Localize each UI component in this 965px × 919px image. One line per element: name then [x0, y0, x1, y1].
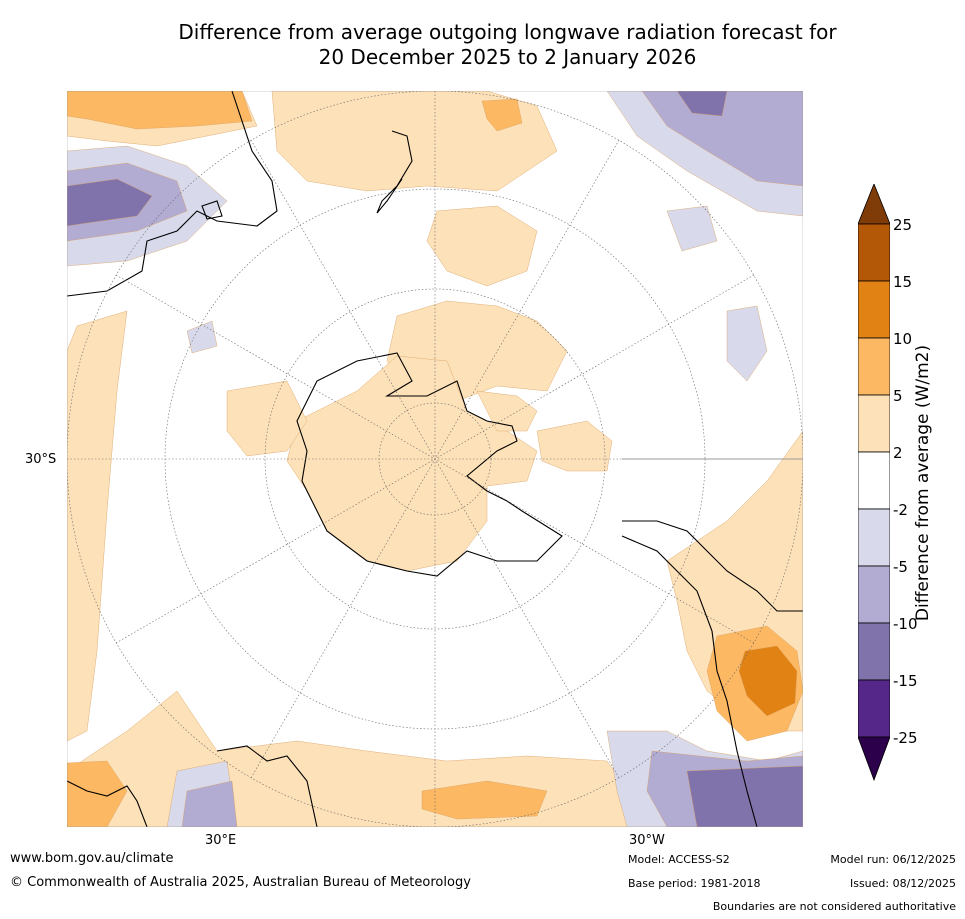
anomaly-pos5-south: [421, 780, 548, 820]
coast-samerica-west: [621, 535, 758, 827]
coast-africa-2: [216, 745, 318, 827]
lon-label-30e: 30°E: [205, 833, 237, 848]
colorbar-bin-5-10: [858, 337, 890, 396]
graticule: [67, 91, 803, 827]
coastlines: [67, 91, 803, 827]
anomaly-pos5-tasman: [481, 98, 523, 132]
colorbar-cap-bottom: [858, 736, 890, 782]
colorbar-label-text: Difference from average (W/m2): [913, 344, 933, 622]
anomaly-neg10-west: [67, 178, 153, 227]
anomaly-pos-west: [67, 310, 128, 742]
anomaly-pos10-samerica: [738, 645, 798, 717]
coast-africa: [67, 780, 148, 827]
anomaly-neg-patch-3: [666, 205, 718, 252]
anomaly-pos5-nw: [67, 91, 253, 130]
colorbar-bin-neutral: [858, 451, 890, 510]
colorbar-bin-15-25: [858, 223, 890, 282]
lon-label-30w: 30°W: [629, 833, 665, 848]
colorbar-tick-neg5: -5: [893, 558, 908, 576]
anomaly-neg-patch-2: [186, 320, 218, 354]
colorbar-bin-neg10-15: [858, 622, 890, 681]
anomaly-pos-pacific2: [426, 205, 538, 287]
polar-map: [67, 91, 803, 827]
title-line-1: Difference from average outgoing longwav…: [178, 20, 837, 44]
chart-title: Difference from average outgoing longwav…: [60, 20, 955, 70]
anomaly-neg5-ne: [641, 91, 803, 187]
footer-copyright: © Commonwealth of Australia 2025, Austra…: [10, 875, 471, 890]
colorbar-tick-15: 15: [893, 273, 913, 291]
colorbar: [858, 184, 890, 782]
colorbar-bin-neg5-10: [858, 565, 890, 624]
lat-label-30s: 30°S: [25, 452, 57, 467]
anomaly-neg5-sw: [181, 780, 238, 827]
footer-issued: Issued: 08/12/2025: [849, 877, 956, 890]
footer-website[interactable]: www.bom.gov.au/climate: [10, 851, 174, 866]
anomaly-neg10-ne: [676, 91, 728, 117]
colorbar-bin-neg15-25: [858, 679, 890, 738]
coast-antarctica: [296, 352, 563, 577]
colorbar-cap-top: [858, 184, 890, 225]
colorbar-tick-neg15: -15: [893, 672, 918, 690]
footer-model: Model: ACCESS-S2: [628, 853, 730, 866]
colorbar-tick-5: 5: [893, 387, 903, 405]
coast-newzealand: [376, 130, 413, 214]
coast-australia: [67, 91, 278, 297]
coast-tasmania: [201, 200, 223, 220]
coast-samerica: [622, 520, 803, 612]
anomaly-neg-patch-1: [726, 305, 768, 382]
colorbar-bin-10-15: [858, 280, 890, 339]
colorbar-tick-neg25: -25: [893, 729, 918, 747]
colorbar-bin-neg2-5: [858, 508, 890, 567]
footer-disclaimer: Boundaries are not considered authoritat…: [712, 900, 956, 913]
colorbar-tick-2: 2: [893, 444, 903, 462]
anomaly-neg10-se: [686, 765, 803, 827]
colorbar-tick-10: 10: [893, 330, 913, 348]
anomaly-pos-tasman: [271, 91, 558, 192]
anomaly-pos-eastant: [226, 380, 308, 457]
colorbar-bin-2-5: [858, 394, 890, 453]
title-line-2: 20 December 2025 to 2 January 2026: [318, 45, 697, 69]
colorbar-tick-25: 25: [893, 216, 913, 234]
anomaly-pos-weddell: [476, 390, 538, 432]
footer-model-run: Model run: 06/12/2025: [830, 853, 956, 866]
colorbar-tick-neg2: -2: [893, 501, 908, 519]
anomaly-pos-scotia: [536, 420, 613, 472]
anomaly-fields: [67, 91, 803, 827]
footer-base-period: Base period: 1981-2018: [628, 877, 761, 890]
colorbar-tick-neg10: -10: [893, 615, 918, 633]
